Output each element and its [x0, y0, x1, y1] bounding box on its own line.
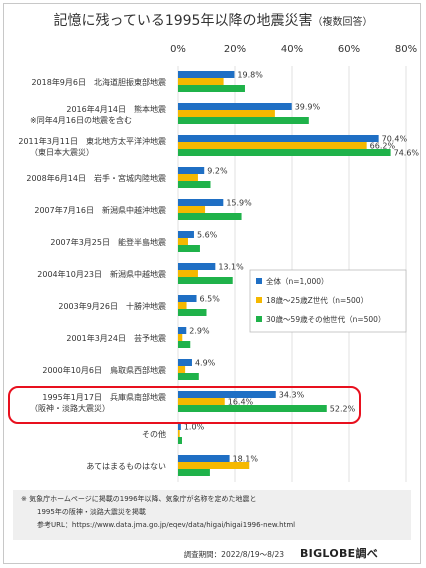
- category-label: ※同年4月16日の地震を含む: [30, 115, 132, 125]
- highlight-box: [8, 386, 361, 424]
- bar-all: [178, 359, 192, 366]
- bar-senior: [178, 117, 309, 124]
- bar-all: [178, 135, 379, 142]
- bar-senior: [178, 341, 191, 348]
- bar-all: [178, 455, 230, 462]
- brand-credit: BIGLOBE調べ: [300, 547, 379, 560]
- data-label: 34.3%: [279, 391, 305, 400]
- data-label: 70.4%: [382, 135, 408, 144]
- data-label: 9.2%: [207, 167, 228, 176]
- bar-young: [178, 302, 187, 309]
- category-label: 2001年3月24日 芸予地震: [66, 333, 166, 343]
- data-label: 39.9%: [295, 103, 321, 112]
- category-label: 2018年9月6日 北海道胆振東部地震: [31, 77, 166, 87]
- category-label: （東日本大震災）: [30, 147, 94, 157]
- legend-label: 18歳～25歳Z世代（n=500）: [266, 295, 368, 305]
- x-tick-label: 40%: [281, 44, 303, 55]
- bar-young: [178, 366, 186, 373]
- bar-young: [178, 462, 250, 469]
- bar-senior: [178, 213, 242, 220]
- bar-all: [178, 231, 194, 238]
- x-tick-label: 80%: [395, 44, 417, 55]
- survey-period: 調査期間：2022/8/19～8/23: [183, 550, 284, 559]
- bar-young: [178, 78, 224, 85]
- data-label: 1.0%: [184, 423, 205, 432]
- bar-young: [178, 206, 206, 213]
- bar-all: [178, 71, 235, 78]
- data-label: 2.9%: [189, 327, 210, 336]
- legend-swatch-all: [256, 278, 262, 284]
- legend-label: 全体（n=1,000）: [266, 276, 329, 286]
- legend-swatch-young: [256, 297, 262, 303]
- bar-senior: [178, 277, 233, 284]
- bar-senior: [178, 469, 210, 476]
- bar-all: [178, 263, 216, 270]
- bar-young: [178, 398, 225, 405]
- bar-young: [178, 142, 367, 149]
- data-label: 5.6%: [197, 231, 218, 240]
- x-tick-label: 60%: [338, 44, 360, 55]
- footnote-line-3: 参考URL：https://www.data.jma.go.jp/eqev/da…: [37, 521, 296, 529]
- category-label: その他: [142, 429, 166, 439]
- bar-senior: [178, 245, 200, 252]
- category-label: 2007年3月25日 能登半島地震: [50, 237, 166, 247]
- category-label: 2000年10月6日 鳥取県西部地震: [42, 365, 166, 375]
- category-label: 2004年10月23日 新潟県中越地震: [37, 269, 166, 279]
- bar-all: [178, 103, 292, 110]
- bar-all: [178, 391, 276, 398]
- chart-frame: [3, 3, 421, 564]
- bar-all: [178, 423, 181, 430]
- data-label: 4.9%: [195, 359, 216, 368]
- chart-title: 記憶に残っている1995年以降の地震災害（複数回答）: [0, 10, 426, 30]
- bar-all: [178, 167, 205, 174]
- data-label: 13.1%: [218, 263, 244, 272]
- bar-all: [178, 327, 187, 334]
- bar-young: [178, 110, 275, 117]
- category-label: 2003年9月26日 十勝沖地震: [58, 301, 166, 311]
- category-label: 1995年1月17日 兵庫県南部地震: [42, 392, 166, 402]
- x-tick-label: 20%: [224, 44, 246, 55]
- data-label: 52.2%: [330, 405, 356, 414]
- bar-young: [178, 334, 183, 341]
- data-label: 16.4%: [228, 398, 254, 407]
- bar-senior: [178, 437, 182, 444]
- category-label: あてはまるものはない: [86, 462, 166, 471]
- footnote-line-1: ※ 気象庁ホームページに掲載の1996年以降、気象庁が名称を定めた地震と: [21, 495, 257, 503]
- legend-box: [249, 269, 407, 333]
- footnote-box: ※ 気象庁ホームページに掲載の1996年以降、気象庁が名称を定めた地震と 199…: [13, 490, 411, 540]
- data-label: 66.2%: [370, 142, 396, 151]
- bar-young: [178, 270, 198, 277]
- title-main: 記憶に残っている1995年以降の地震災害: [53, 13, 313, 29]
- legend-swatch-senior: [256, 316, 262, 322]
- bar-senior: [178, 85, 245, 92]
- data-label: 18.1%: [233, 455, 259, 464]
- legend-label: 30歳～59歳その他世代（n=500）: [266, 314, 385, 324]
- bar-young: [178, 430, 180, 437]
- bar-senior: [178, 181, 211, 188]
- data-label: 74.6%: [394, 149, 420, 158]
- footnote-line-2: 1995年の阪神・淡路大震災を掲載: [37, 508, 146, 516]
- bar-all: [178, 295, 197, 302]
- category-label: 2007年7月16日 新潟県中越沖地震: [34, 205, 166, 215]
- category-label: （阪神・淡路大震災）: [30, 403, 110, 413]
- category-label: 2008年6月14日 岩手・宮城内陸地震: [26, 173, 166, 183]
- bar-all: [178, 199, 224, 206]
- x-tick-label: 0%: [170, 44, 186, 55]
- bar-young: [178, 174, 198, 181]
- bar-senior: [178, 149, 391, 156]
- title-subtitle: （複数回答）: [312, 17, 373, 28]
- bar-senior: [178, 405, 327, 412]
- bar-senior: [178, 309, 207, 316]
- data-label: 15.9%: [226, 199, 252, 208]
- bar-young: [178, 238, 188, 245]
- bar-senior: [178, 373, 199, 380]
- data-label: 6.5%: [200, 295, 221, 304]
- data-label: 19.8%: [237, 71, 263, 80]
- category-label: 2016年4月14日 熊本地震: [66, 104, 166, 114]
- category-label: 2011年3月11日 東北地方太平洋沖地震: [18, 136, 166, 146]
